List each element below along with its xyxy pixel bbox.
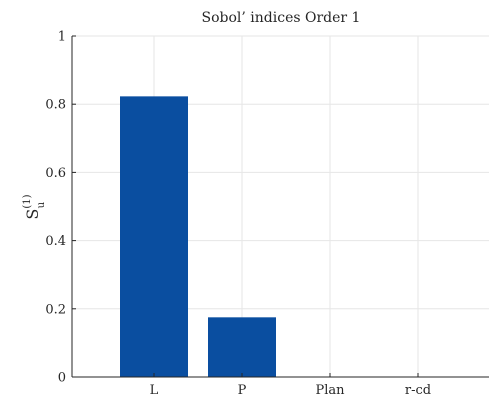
y-tick-label-3: 0.6 bbox=[45, 166, 66, 181]
x-ticks: L P Plan r-cd bbox=[150, 373, 431, 398]
y-tick-label-4: 0.8 bbox=[45, 98, 66, 113]
y-axis-label-superscript: (1) bbox=[22, 194, 33, 208]
bar-p bbox=[208, 317, 276, 377]
y-tick-label-1: 0.2 bbox=[45, 302, 66, 317]
y-axis-label: S(1) u bbox=[22, 194, 47, 219]
bar-l bbox=[120, 96, 188, 378]
y-tick-label-0: 0 bbox=[58, 371, 66, 386]
axes bbox=[71, 36, 489, 378]
x-tick-label-1: P bbox=[238, 383, 247, 398]
y-tick-label-2: 0.4 bbox=[45, 234, 66, 249]
y-axis-label-base: S bbox=[23, 209, 42, 220]
x-tick-label-3: r-cd bbox=[405, 383, 431, 398]
chart-title: Sobol’ indices Order 1 bbox=[202, 10, 361, 26]
y-ticks: 0 0.2 0.4 0.6 0.8 1 bbox=[45, 30, 76, 386]
y-tick-label-5: 1 bbox=[58, 30, 66, 45]
svg-text:S(1)u: S(1) u bbox=[22, 194, 47, 219]
x-tick-label-0: L bbox=[150, 383, 159, 398]
bars bbox=[120, 96, 276, 378]
y-axis-label-subscript: u bbox=[36, 201, 47, 208]
x-tick-label-2: Plan bbox=[315, 383, 345, 398]
